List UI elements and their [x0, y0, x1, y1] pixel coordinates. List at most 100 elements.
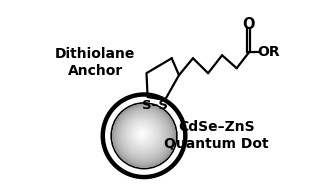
Circle shape — [117, 109, 170, 162]
Circle shape — [123, 115, 163, 155]
Circle shape — [141, 132, 143, 135]
Circle shape — [114, 106, 174, 165]
Circle shape — [135, 127, 150, 141]
Circle shape — [115, 107, 172, 164]
Circle shape — [132, 123, 153, 145]
Circle shape — [120, 112, 167, 159]
Circle shape — [113, 105, 175, 167]
Circle shape — [121, 112, 166, 158]
Circle shape — [128, 120, 158, 149]
Circle shape — [140, 131, 144, 136]
Circle shape — [139, 131, 145, 136]
Circle shape — [119, 110, 169, 160]
Circle shape — [122, 114, 164, 156]
Circle shape — [134, 126, 150, 142]
Circle shape — [131, 123, 154, 146]
Circle shape — [126, 118, 160, 152]
Circle shape — [133, 125, 152, 144]
Circle shape — [126, 118, 160, 152]
Circle shape — [124, 115, 163, 154]
Circle shape — [136, 127, 149, 141]
Circle shape — [122, 114, 164, 156]
Circle shape — [129, 121, 157, 149]
Circle shape — [119, 111, 168, 160]
Circle shape — [127, 119, 159, 151]
Circle shape — [108, 99, 181, 172]
Circle shape — [114, 105, 175, 166]
Circle shape — [132, 124, 153, 144]
Circle shape — [130, 122, 155, 147]
Circle shape — [123, 115, 163, 155]
Circle shape — [122, 114, 165, 156]
Circle shape — [138, 130, 146, 138]
Circle shape — [103, 94, 185, 177]
Circle shape — [129, 121, 157, 149]
Circle shape — [121, 113, 165, 157]
Circle shape — [127, 119, 158, 150]
Circle shape — [134, 126, 150, 142]
Circle shape — [127, 118, 159, 151]
Text: O: O — [243, 17, 255, 32]
Circle shape — [114, 106, 174, 166]
Text: OR: OR — [257, 45, 280, 59]
Circle shape — [140, 132, 144, 136]
Circle shape — [115, 106, 173, 165]
Circle shape — [128, 120, 157, 149]
Circle shape — [123, 115, 163, 155]
Circle shape — [141, 133, 142, 134]
Circle shape — [120, 112, 167, 159]
Circle shape — [114, 106, 174, 165]
Circle shape — [124, 116, 162, 154]
Circle shape — [131, 123, 154, 146]
Circle shape — [131, 123, 154, 146]
Circle shape — [118, 110, 170, 161]
Circle shape — [120, 112, 167, 159]
Circle shape — [127, 118, 159, 151]
Circle shape — [118, 110, 170, 161]
Circle shape — [116, 108, 172, 164]
Circle shape — [132, 124, 153, 144]
Circle shape — [125, 117, 161, 153]
Circle shape — [128, 119, 158, 150]
Circle shape — [130, 122, 155, 147]
Circle shape — [125, 117, 161, 153]
Circle shape — [134, 125, 151, 143]
Circle shape — [113, 105, 175, 167]
Circle shape — [116, 108, 172, 163]
Circle shape — [113, 105, 175, 167]
Circle shape — [122, 113, 165, 157]
Circle shape — [132, 124, 153, 145]
Circle shape — [133, 125, 152, 144]
Circle shape — [130, 122, 155, 147]
Circle shape — [135, 127, 149, 141]
Circle shape — [116, 108, 172, 164]
Circle shape — [137, 129, 147, 139]
Circle shape — [130, 122, 155, 147]
Circle shape — [125, 117, 161, 153]
Circle shape — [124, 115, 163, 154]
Circle shape — [136, 128, 148, 140]
Circle shape — [140, 132, 144, 136]
Circle shape — [128, 120, 158, 149]
Circle shape — [133, 125, 151, 143]
Circle shape — [131, 123, 154, 146]
Circle shape — [140, 131, 144, 136]
Circle shape — [133, 125, 152, 144]
Circle shape — [115, 106, 173, 165]
Circle shape — [132, 123, 153, 145]
Circle shape — [121, 112, 166, 158]
Circle shape — [127, 119, 158, 150]
Circle shape — [138, 129, 146, 138]
Circle shape — [130, 121, 156, 148]
Circle shape — [128, 119, 158, 150]
Circle shape — [119, 110, 169, 160]
Circle shape — [115, 107, 173, 164]
Circle shape — [124, 116, 162, 154]
Circle shape — [139, 130, 146, 137]
Circle shape — [135, 126, 150, 142]
Text: Dithiolane
Anchor: Dithiolane Anchor — [55, 47, 135, 78]
Circle shape — [117, 108, 171, 162]
Circle shape — [140, 132, 143, 135]
Circle shape — [135, 127, 149, 141]
Circle shape — [132, 124, 153, 145]
